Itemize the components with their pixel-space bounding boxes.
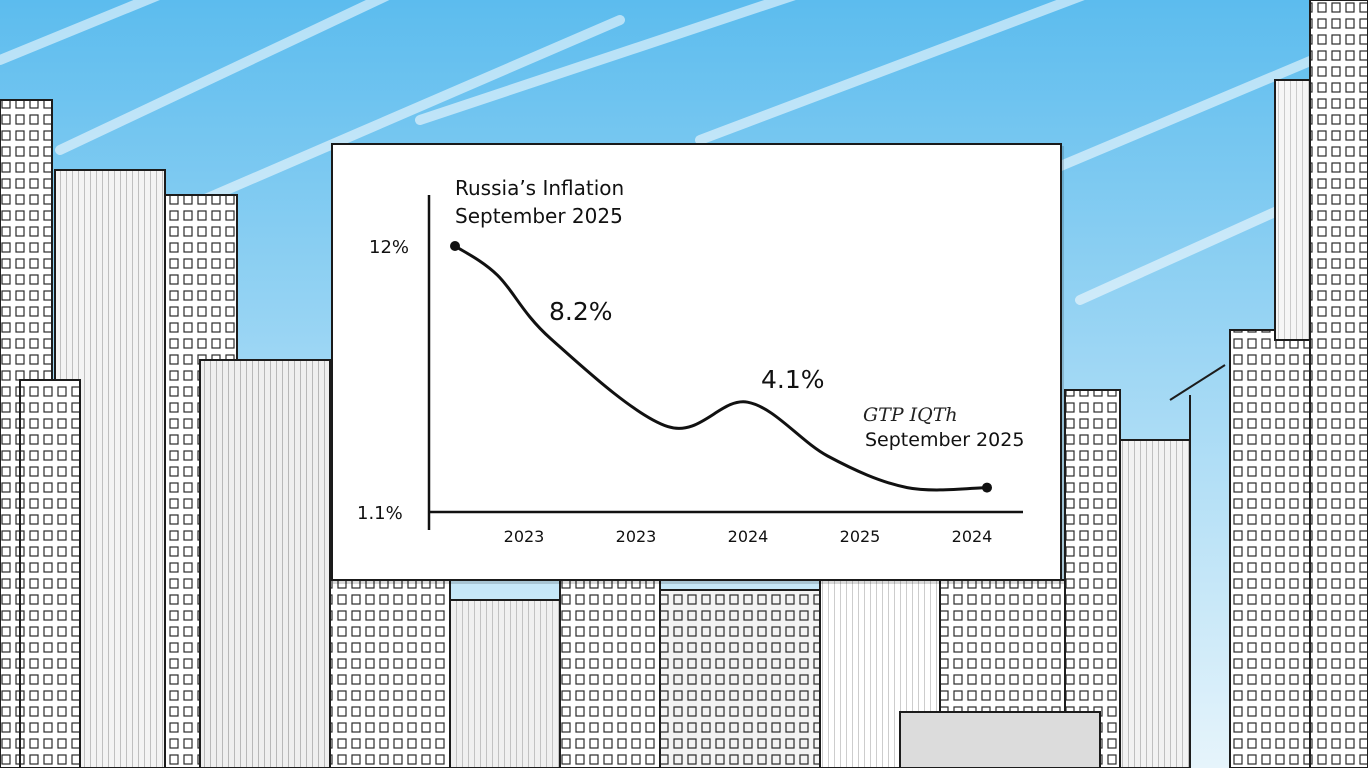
y-tick-label: 12% (369, 237, 409, 258)
x-tick-label: 2024 (952, 527, 993, 546)
x-tick-label: 2023 (504, 527, 545, 546)
y-tick-label: 1.1% (357, 503, 403, 524)
x-tick-label: 2024 (728, 527, 769, 546)
point-label: 4.1% (761, 365, 825, 394)
chart-panel: Russia’s Inflation September 2025 12% 1.… (331, 143, 1062, 581)
scribble-annotation: GTP IQTh (863, 404, 958, 426)
x-tick-label: 2023 (616, 527, 657, 546)
buildings-left (0, 99, 331, 768)
series-layer (450, 241, 992, 493)
buildings-right (1064, 0, 1368, 768)
point-label: 8.2% (549, 297, 613, 326)
x-tick-label: 2025 (840, 527, 881, 546)
end-point-marker (982, 482, 992, 493)
chart-title: Russia’s Inflation (455, 176, 624, 200)
series-line (453, 244, 989, 492)
chart-subtitle: September 2025 (455, 204, 623, 228)
start-point-marker (450, 241, 460, 251)
buildings-bottom (329, 579, 1101, 768)
end-annotation: September 2025 (865, 429, 1024, 451)
inflation-chart: Russia’s Inflation September 2025 12% 1.… (357, 176, 1024, 546)
